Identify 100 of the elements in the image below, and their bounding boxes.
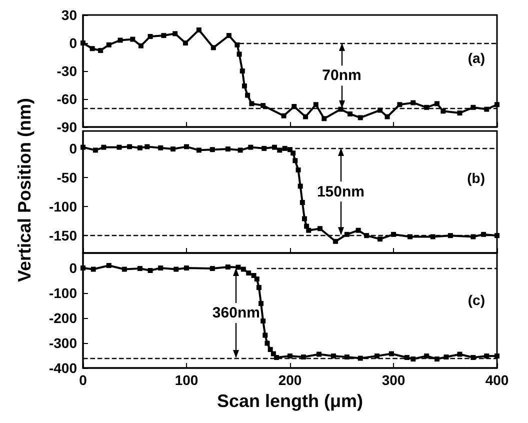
point	[268, 347, 273, 352]
point	[234, 42, 240, 48]
point	[302, 216, 307, 222]
point	[330, 354, 336, 358]
point	[313, 102, 318, 108]
point	[90, 266, 96, 272]
point	[80, 40, 86, 46]
point	[238, 148, 243, 153]
annotation: 150nm	[316, 184, 364, 200]
point	[262, 146, 267, 151]
point	[277, 148, 282, 153]
text: (c)	[468, 292, 486, 308]
point	[127, 144, 132, 150]
point	[344, 354, 350, 360]
y-tick-label: -300	[48, 335, 78, 351]
y-tick-label: -60	[56, 91, 78, 107]
point	[196, 27, 202, 32]
point	[274, 355, 280, 360]
point	[137, 145, 142, 150]
y-tick-label: -90	[56, 119, 78, 135]
point	[256, 285, 262, 290]
point	[144, 144, 150, 150]
point	[80, 144, 86, 150]
point	[116, 144, 122, 150]
point	[358, 115, 363, 120]
point	[260, 103, 266, 108]
x-tick-label: 400	[485, 372, 509, 388]
point	[236, 52, 242, 57]
point	[378, 236, 383, 242]
point	[440, 108, 446, 114]
point	[292, 158, 298, 164]
point	[226, 33, 232, 38]
point	[344, 232, 350, 237]
x-tick-label: 200	[278, 372, 302, 388]
text: (a)	[468, 50, 486, 66]
point	[184, 144, 189, 150]
x-tick-label: 100	[174, 372, 198, 388]
point	[494, 354, 500, 358]
point	[298, 184, 303, 189]
y-tick-label: 0	[69, 35, 78, 51]
x-tick-label: 300	[382, 372, 406, 388]
point	[106, 42, 112, 48]
point	[158, 145, 164, 150]
point	[184, 266, 189, 270]
point	[158, 266, 164, 270]
point	[316, 352, 322, 357]
point	[457, 110, 462, 116]
point	[240, 266, 246, 272]
point	[242, 83, 247, 88]
y-tick-label: -150	[48, 228, 78, 244]
text: (b)	[467, 170, 486, 186]
point	[172, 31, 178, 36]
point	[170, 146, 176, 152]
point	[272, 144, 277, 150]
point	[281, 113, 286, 118]
point	[138, 43, 144, 48]
point	[196, 148, 202, 153]
point	[356, 228, 361, 233]
point	[246, 270, 252, 276]
point	[101, 144, 106, 150]
point	[333, 238, 338, 244]
point	[322, 116, 327, 122]
point	[288, 354, 292, 358]
point	[210, 147, 215, 152]
point	[296, 167, 301, 172]
point	[249, 101, 254, 106]
point	[210, 266, 215, 271]
point	[410, 100, 416, 106]
point	[318, 226, 323, 232]
point	[236, 264, 241, 270]
y-tick-label: -200	[48, 310, 78, 326]
point	[264, 340, 270, 346]
point	[494, 102, 500, 108]
point	[248, 144, 254, 150]
point	[225, 146, 230, 152]
point	[494, 233, 500, 238]
point	[148, 268, 153, 273]
x-tick-label: 0	[79, 372, 88, 388]
y-tick-label: -50	[56, 169, 78, 186]
y-tick-label: 0	[69, 140, 78, 156]
point	[282, 146, 288, 151]
x-axis-title: Scan length (μm)	[216, 391, 364, 411]
y-tick-label: -30	[56, 63, 78, 79]
point	[348, 111, 353, 116]
point	[245, 92, 250, 98]
point	[182, 40, 188, 46]
point	[240, 68, 245, 74]
point	[225, 264, 230, 270]
point	[92, 148, 98, 153]
y-tick-label: -100	[48, 198, 78, 215]
point	[434, 101, 440, 106]
point	[258, 301, 264, 306]
point	[174, 266, 179, 272]
point	[80, 266, 86, 270]
point	[254, 276, 260, 282]
point	[290, 150, 296, 156]
y-tick-label: 30	[61, 7, 78, 23]
point	[137, 266, 142, 271]
point	[457, 352, 462, 357]
y-tick-label: -100	[48, 285, 78, 301]
